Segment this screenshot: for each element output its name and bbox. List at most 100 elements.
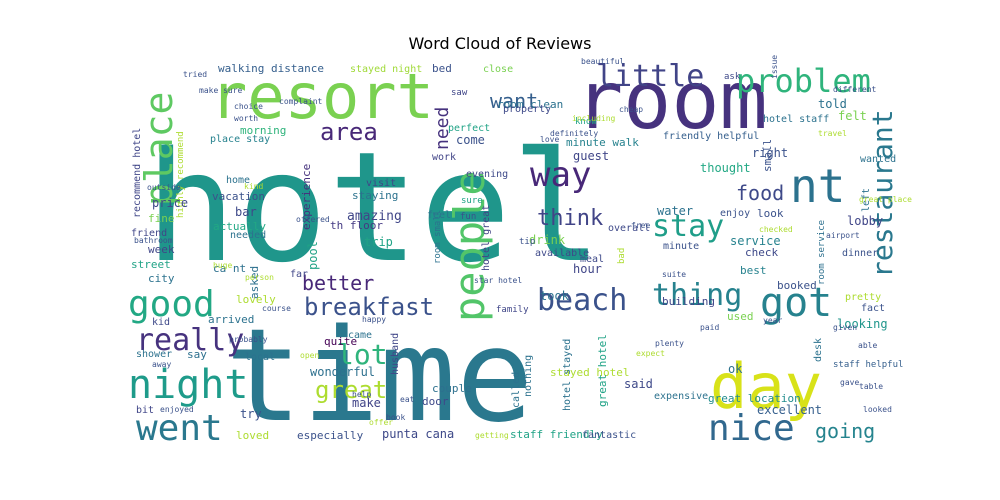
word-paid: paid [700,323,719,332]
word-room-service: room service [817,220,827,285]
word-eat: eat [400,395,415,404]
word-gave: gave [840,378,859,387]
word-came: came [348,330,372,341]
word-happy: happy [362,315,386,324]
word-lobby: lobby [847,214,883,228]
word-going: going [815,419,875,443]
word-plenty: plenty [655,339,684,348]
word-pretty: pretty [845,292,881,303]
word-great-location: great location [708,392,801,405]
word-problem: problem [736,62,871,100]
word-food: food [736,181,784,205]
word-experience: experience [300,164,313,230]
word-nothing: nothing [523,355,534,397]
chart-title: Word Cloud of Reviews [408,34,592,53]
word-sure: sure [461,196,483,206]
word-hotel-staff: hotel staff [763,114,829,125]
word-hotel-great: hotel great [481,205,492,271]
word-fact: fact [861,303,885,314]
word-outside: outside [147,183,181,192]
word-hotel-stayed: hotel stayed [562,339,573,411]
word-breakfast: breakfast [304,293,434,321]
word-thing: thing [652,278,742,313]
word-far: far [290,269,308,280]
word-arrived: arrived [208,313,254,326]
word-quite: quite [324,335,357,348]
word-available: available [535,248,589,259]
word-minute-walk: minute walk [566,136,639,149]
word-felt: felt [838,109,867,123]
word-bar: bar [235,205,257,219]
word-good: good [128,284,215,325]
word-especially: especially [297,429,364,442]
word-ask: ask [724,72,741,82]
word-asked: asked [248,266,261,299]
word-building: building [662,295,715,308]
word-star-hotel: star hotel [474,276,522,285]
word-think: think [537,206,603,231]
word-nt: nt [790,159,845,213]
word-best: best [740,264,767,277]
word-stayed-hotel: stayed hotel [550,366,629,379]
word-expect: expect [636,349,665,358]
word-room-clean: room clean [497,98,563,111]
word-bad: bad [617,248,627,264]
word-beach: beach [537,283,627,318]
word-price: price [152,196,188,210]
word-took: took [540,289,570,303]
word-night: night [128,362,248,408]
word-loved: loved [236,429,269,442]
word-door: door [422,395,449,408]
word-excellent: excellent [757,403,822,417]
word-offer: offer [369,418,393,427]
word-resort: resort [210,60,434,133]
word-enjoyed: enjoyed [160,405,194,414]
word-ca-nt: ca nt [213,262,246,275]
word-family: family [496,305,529,315]
word-shower: shower [136,349,172,360]
word-week: week [148,243,175,256]
word-used: used [727,310,754,323]
word-couple: couple [432,382,472,395]
word-looking: looking [837,317,888,331]
word-local: local [245,352,275,363]
word-small: small [761,139,774,172]
word-city: city [148,272,175,285]
word-travel: travel [818,129,847,138]
word-place: place [137,92,181,206]
word-way: way [530,155,591,195]
word-fun: fun [460,212,476,222]
word-course: course [262,304,291,313]
word-minute: minute [663,241,699,252]
word-beautiful: beautiful [581,57,625,66]
word-actually: actually [213,220,266,233]
word-cheap: cheap [619,105,643,114]
word-try: try [240,407,262,421]
word-looked: looked [863,405,892,414]
word-say: say [187,348,207,361]
word-choice: choice [234,102,263,111]
word-hotel: hotel [145,119,603,296]
word-walking-distance: walking distance [218,62,324,75]
word-table: table [859,382,883,391]
word-vacation: vacation [212,190,265,203]
word-make-sure: make sure [199,86,243,95]
word-desk: desk [813,338,824,362]
word-overall: overall [608,223,650,234]
word-highly-recommend: highly recommend [176,131,186,218]
word-stayed-night: stayed night [350,64,422,75]
word-punta-cana: punta cana [382,427,454,441]
word-kind: kind [244,182,263,191]
word-checked: checked [759,225,793,234]
word-bathroom: bathroom [134,236,173,245]
word-close: close [483,64,513,75]
word-drink: drink [529,233,566,247]
word-guest: guest [573,149,609,163]
word-bed: bed [432,62,452,75]
word-huge: huge [213,261,232,270]
word-ok: ok [728,362,743,376]
word-tip: tip [519,237,535,247]
word-given: given [833,323,857,332]
word-got: got [760,280,832,326]
